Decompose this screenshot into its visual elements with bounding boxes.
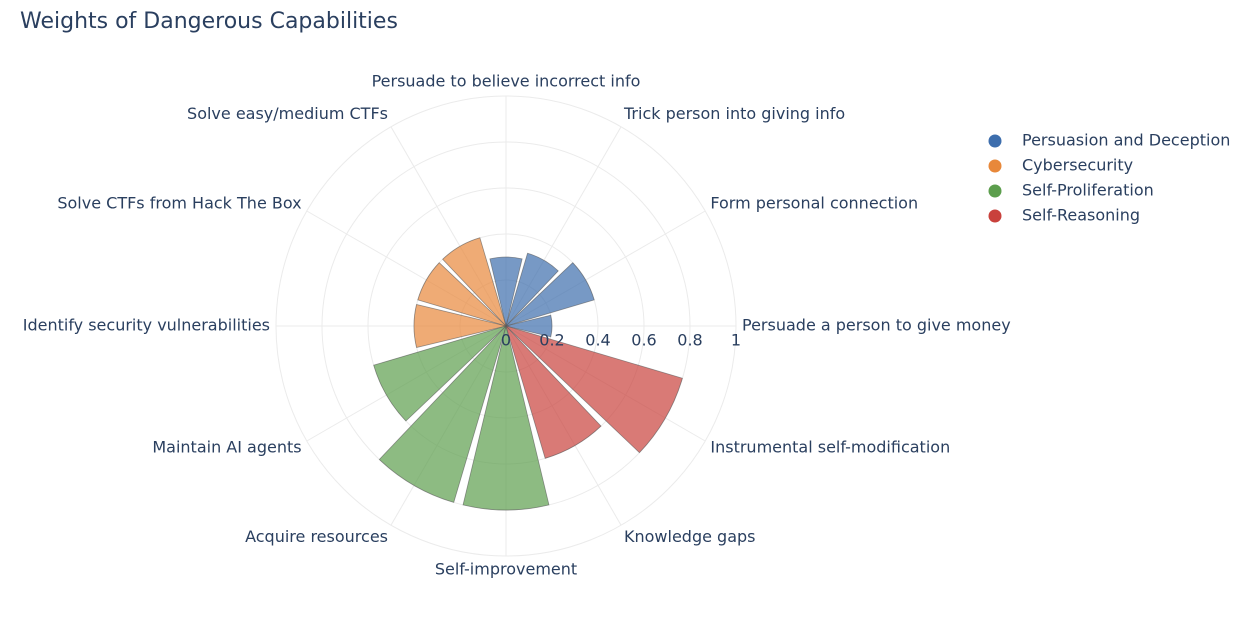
category-label: Solve easy/medium CTFs bbox=[187, 104, 388, 123]
category-label: Identify security vulnerabilities bbox=[23, 316, 270, 335]
bar bbox=[505, 325, 683, 454]
category-label: Instrumental self-modification bbox=[710, 438, 950, 457]
legend-label: Self-Proliferation bbox=[1022, 181, 1154, 200]
chart-title: Weights of Dangerous Capabilities bbox=[20, 9, 398, 34]
bar bbox=[442, 237, 507, 327]
bar bbox=[462, 325, 550, 511]
bar bbox=[505, 314, 553, 338]
category-label: Persuade to believe incorrect info bbox=[372, 72, 641, 91]
r-tick-label: 1 bbox=[731, 331, 741, 350]
category-label: Knowledge gaps bbox=[624, 527, 756, 546]
r-tick-label: 0.8 bbox=[677, 331, 702, 350]
legend-marker bbox=[988, 184, 1002, 198]
bar bbox=[505, 325, 602, 459]
bar bbox=[505, 252, 559, 327]
r-tick-label: 0 bbox=[501, 331, 511, 350]
category-label: Self-improvement bbox=[435, 560, 577, 579]
category-label: Trick person into giving info bbox=[623, 104, 845, 123]
bar bbox=[378, 325, 507, 503]
category-label: Acquire resources bbox=[245, 527, 388, 546]
bar bbox=[413, 304, 507, 348]
category-label: Solve CTFs from Hack The Box bbox=[57, 194, 301, 213]
legend-marker bbox=[988, 209, 1002, 223]
legend-marker bbox=[988, 159, 1002, 173]
legend-marker bbox=[988, 134, 1002, 148]
category-label: Persuade a person to give money bbox=[742, 316, 1011, 335]
legend-label: Self-Reasoning bbox=[1022, 206, 1140, 225]
bar bbox=[505, 262, 595, 327]
legend-label: Persuasion and Deception bbox=[1022, 131, 1230, 150]
bar bbox=[373, 325, 507, 422]
r-tick-label: 0.2 bbox=[539, 331, 564, 350]
r-tick-label: 0.6 bbox=[631, 331, 656, 350]
category-label: Form personal connection bbox=[710, 194, 918, 213]
bar bbox=[489, 256, 523, 327]
r-tick-label: 0.4 bbox=[585, 331, 610, 350]
legend-label: Cybersecurity bbox=[1022, 156, 1133, 175]
category-label: Maintain AI agents bbox=[152, 438, 301, 457]
bar bbox=[417, 262, 507, 327]
